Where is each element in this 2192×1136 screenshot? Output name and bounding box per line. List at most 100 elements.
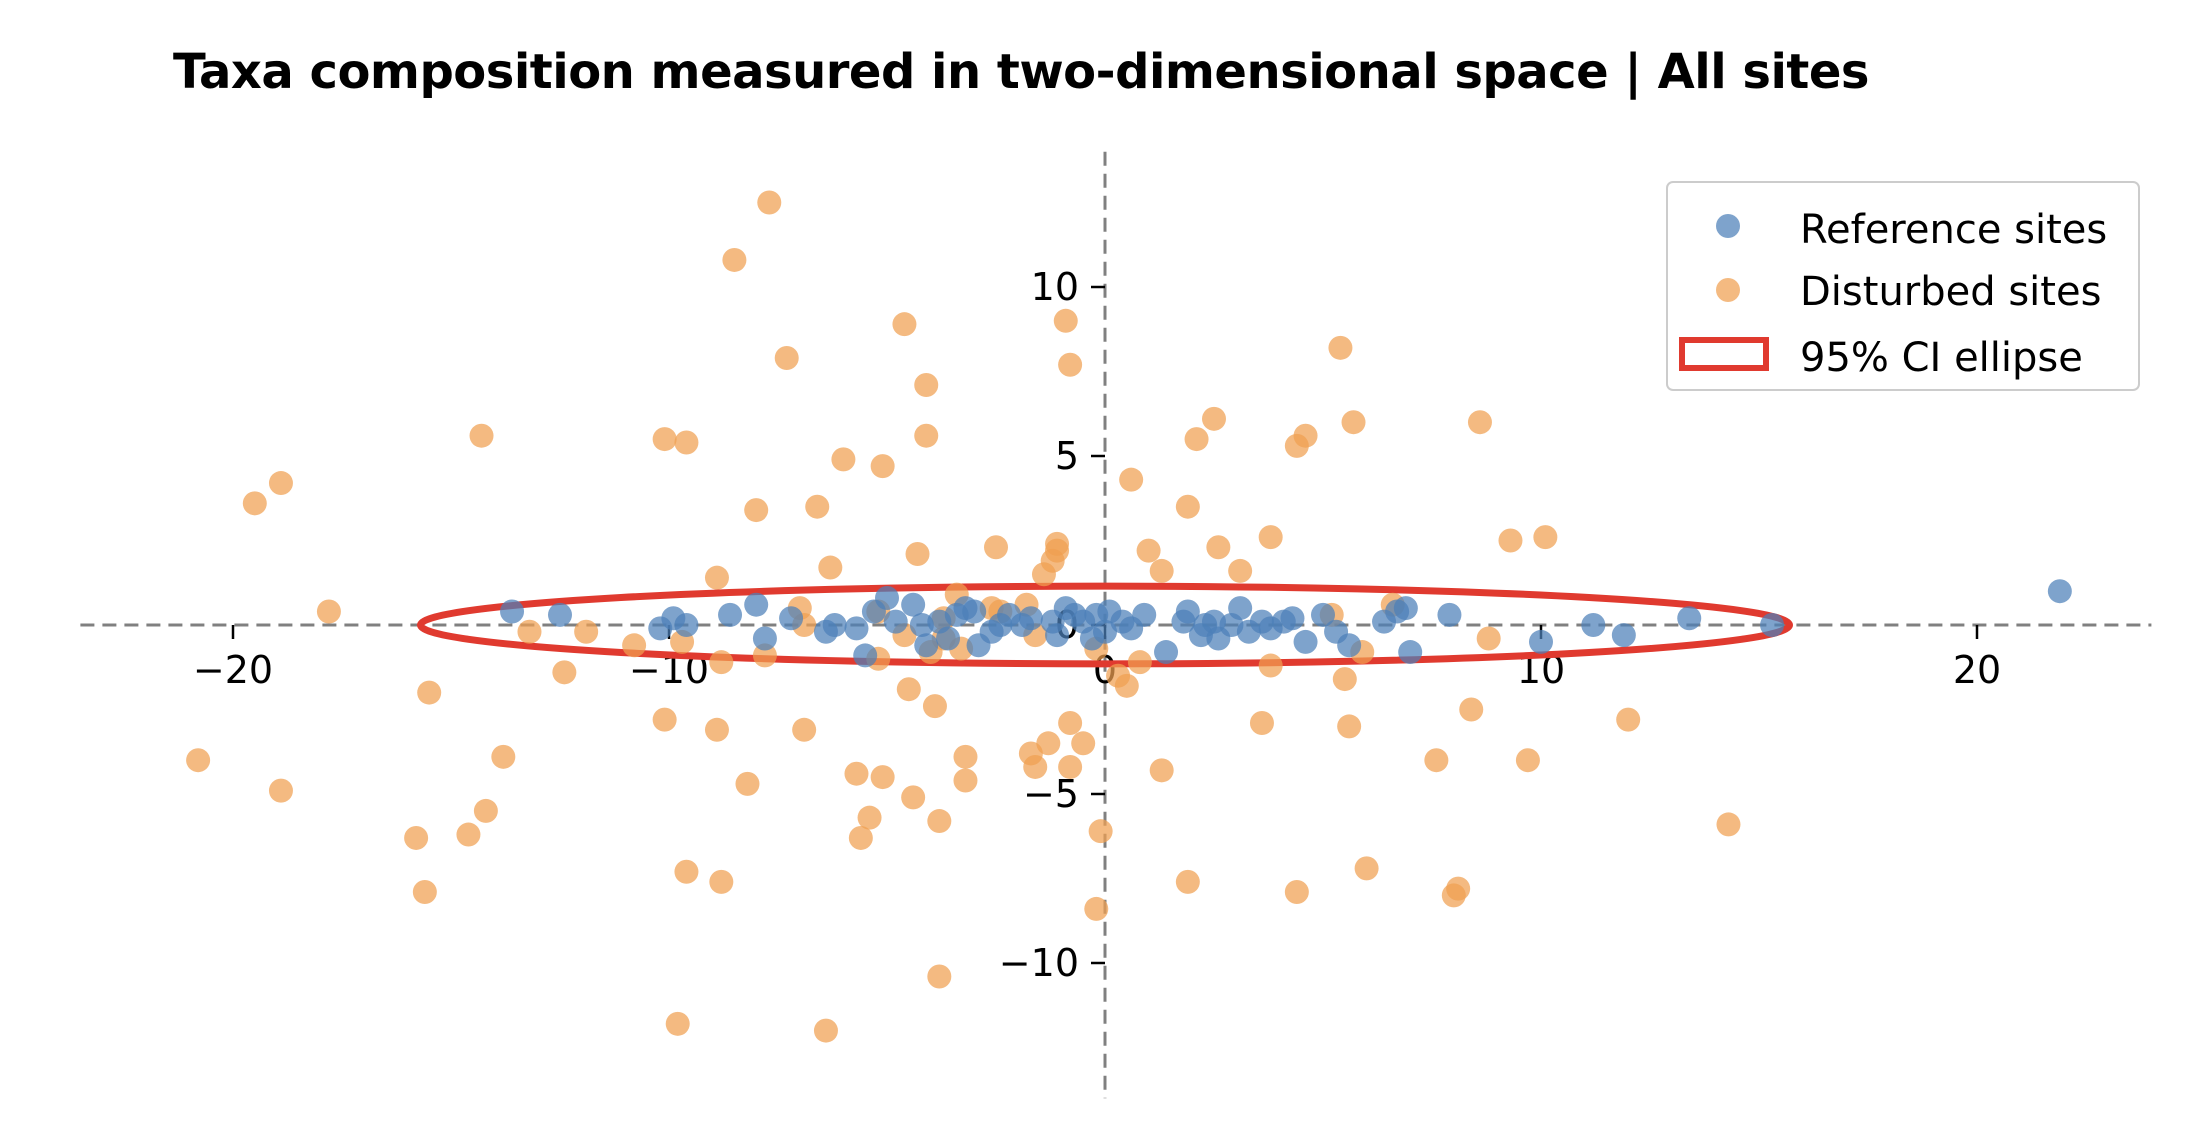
disturbed-site-point — [831, 447, 856, 472]
reference-site-point — [779, 606, 804, 631]
disturbed-site-point — [517, 619, 542, 644]
reference-site-point — [1154, 640, 1179, 665]
reference-site-point — [674, 613, 699, 637]
disturbed-site-point — [268, 471, 293, 496]
reference-site-point — [1611, 623, 1636, 648]
disturbed-site-point — [914, 373, 939, 398]
disturbed-site-point — [1058, 711, 1083, 736]
reference-site-point — [875, 585, 899, 610]
disturbed-site-point — [622, 633, 647, 658]
disturbed-site-point — [652, 427, 677, 452]
disturbed-site-point — [709, 650, 734, 675]
disturbed-site-point — [1716, 812, 1741, 837]
reference-site-point — [548, 602, 572, 627]
disturbed-site-point — [674, 430, 699, 455]
disturbed-site-point — [870, 765, 895, 790]
disturbed-site-point — [953, 744, 978, 769]
disturbed-site-point — [491, 744, 516, 769]
disturbed-site-point — [1354, 856, 1379, 881]
disturbed-site-point — [792, 717, 817, 742]
disturbed-site-point — [1053, 308, 1078, 333]
disturbed-site-point — [1036, 731, 1061, 756]
disturbed-site-point — [268, 778, 293, 803]
disturbed-site-point — [665, 1011, 690, 1036]
disturbed-site-point — [984, 535, 1008, 560]
x-tick-label: −20 — [193, 648, 273, 692]
legend-label-reference: Reference sites — [1800, 207, 2107, 253]
disturbed-site-point — [953, 768, 978, 793]
disturbed-site-point — [1616, 707, 1641, 732]
reference-site-point — [2047, 579, 2072, 604]
legend-marker-disturbed — [1716, 278, 1740, 302]
disturbed-site-point — [674, 859, 699, 884]
disturbed-site-point — [552, 660, 577, 685]
disturbed-site-point — [744, 498, 769, 523]
disturbed-site-point — [1136, 538, 1161, 563]
reference-site-point — [1093, 619, 1117, 644]
disturbed-site-point — [1284, 880, 1309, 905]
disturbed-site-point — [1424, 748, 1449, 773]
disturbed-site-point — [722, 247, 747, 272]
legend-label-disturbed: Disturbed sites — [1800, 269, 2101, 315]
reference-site-point — [1175, 599, 1200, 624]
reference-site-point — [1311, 602, 1335, 627]
disturbed-site-point — [1293, 423, 1318, 448]
disturbed-site-point — [1476, 626, 1501, 651]
disturbed-site-point — [404, 825, 429, 850]
disturbed-site-point — [1175, 494, 1200, 519]
disturbed-site-point — [1058, 352, 1083, 377]
disturbed-site-point — [1119, 467, 1144, 492]
disturbed-site-point — [905, 542, 930, 567]
legend-marker-ellipse — [1679, 337, 1769, 371]
disturbed-site-point — [1332, 667, 1357, 692]
points-layer — [186, 190, 2072, 1043]
reference-site-point — [1132, 602, 1157, 627]
disturbed-site-point — [848, 825, 873, 850]
disturbed-site-point — [757, 190, 782, 215]
disturbed-site-point — [1114, 673, 1139, 698]
disturbed-site-point — [752, 643, 777, 668]
reference-site-point — [883, 609, 908, 634]
disturbed-site-point — [844, 761, 869, 786]
reference-site-point — [962, 599, 987, 624]
disturbed-site-point — [857, 805, 882, 830]
disturbed-site-point — [1533, 525, 1558, 550]
disturbed-site-point — [892, 312, 917, 337]
disturbed-site-point — [1045, 538, 1070, 563]
reference-site-point — [1337, 633, 1362, 658]
disturbed-site-point — [456, 822, 481, 847]
reference-site-point — [1393, 596, 1418, 621]
disturbed-site-point — [1184, 427, 1209, 452]
disturbed-site-point — [186, 748, 211, 773]
reference-site-point — [1529, 629, 1553, 654]
reference-site-point — [1581, 613, 1606, 637]
disturbed-site-point — [709, 869, 734, 894]
reference-site-point — [822, 613, 847, 637]
x-tick-label: 20 — [1953, 648, 2001, 692]
reference-site-point — [1398, 640, 1423, 665]
disturbed-site-point — [242, 491, 267, 516]
disturbed-site-point — [1258, 525, 1283, 550]
disturbed-site-point — [1202, 406, 1226, 431]
disturbed-site-point — [1127, 650, 1152, 675]
disturbed-site-point — [1058, 754, 1083, 779]
legend-label-ellipse: 95% CI ellipse — [1800, 335, 2083, 381]
reference-site-point — [1045, 623, 1070, 648]
disturbed-site-point — [1084, 896, 1109, 921]
reference-site-point — [914, 633, 939, 658]
y-tick-label: −5 — [1023, 772, 1079, 816]
reference-site-point — [1293, 629, 1318, 654]
disturbed-site-point — [818, 555, 843, 580]
legend-frame — [1666, 181, 2140, 391]
ci-ellipse-layer — [416, 582, 1794, 668]
disturbed-site-point — [574, 619, 599, 644]
disturbed-site-point — [652, 707, 677, 732]
disturbed-site-point — [1071, 731, 1096, 756]
disturbed-site-point — [1341, 410, 1366, 435]
reference-site-point — [752, 626, 777, 651]
y-tick-label: −10 — [999, 941, 1079, 985]
disturbed-site-point — [1175, 869, 1200, 894]
disturbed-site-point — [417, 680, 442, 705]
disturbed-site-point — [735, 771, 760, 796]
disturbed-site-point — [1249, 711, 1274, 736]
